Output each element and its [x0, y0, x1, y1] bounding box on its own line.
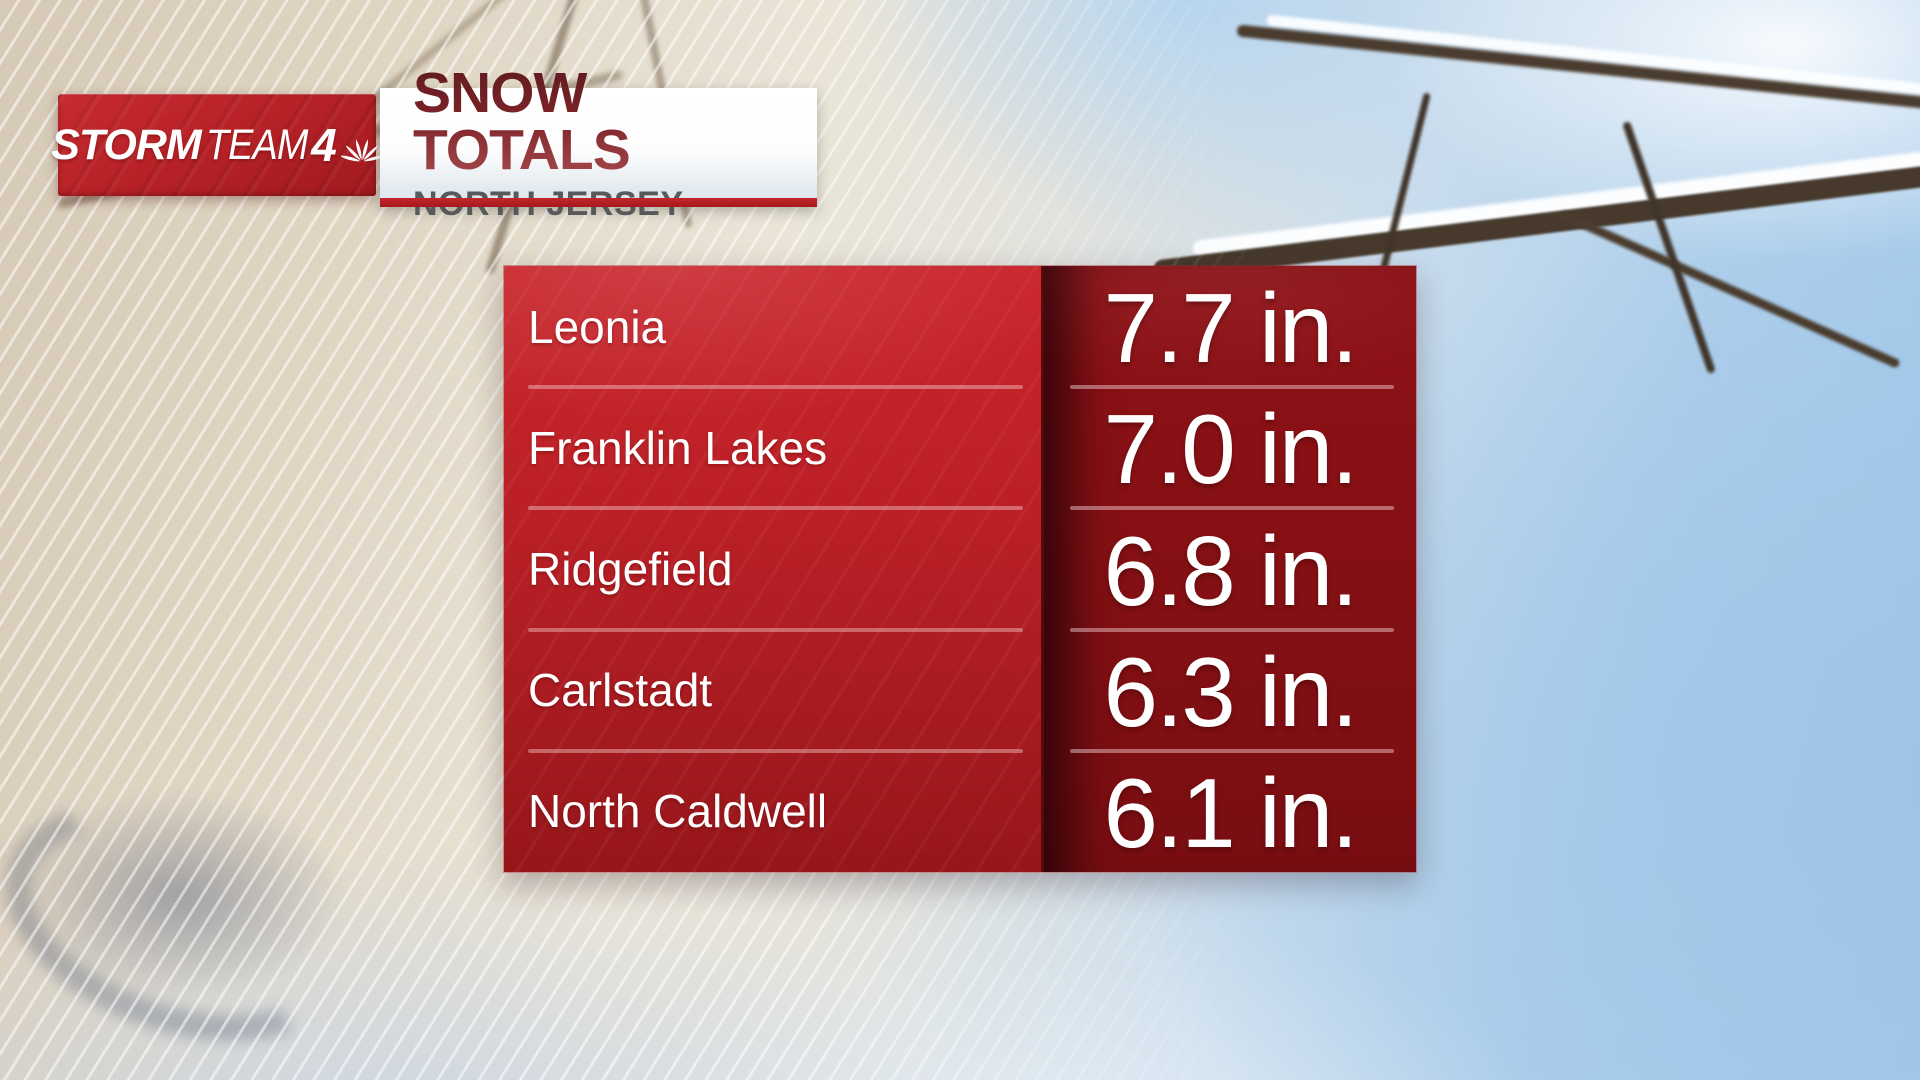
stormteam4-logo: STORM TEAM 4: [51, 94, 383, 196]
location-cell: Carlstadt: [504, 630, 1041, 754]
snowfall-value-cell: 6.8 in.: [1044, 508, 1416, 632]
snowfall-value-cell: 6.3 in.: [1044, 630, 1416, 754]
snowfall-value-cell: 7.0 in.: [1044, 387, 1416, 511]
nbc-peacock-icon: [340, 138, 383, 161]
snowfall-value-cell: 6.1 in.: [1103, 757, 1359, 868]
snow-totals-table: Leonia Franklin Lakes Ridgefield Carlsta…: [503, 265, 1417, 873]
values-column: 7.7 in. 7.0 in. 6.8 in. 6.3 in. 6.1 in.: [1041, 266, 1416, 872]
snowfall-value-cell: 7.7 in.: [1044, 266, 1416, 390]
logo-channel-number: 4: [311, 119, 337, 171]
location-cell: Ridgefield: [504, 508, 1041, 632]
location-cell: North Caldwell: [528, 785, 828, 838]
title-card: SNOW TOTALS NORTH JERSEY: [380, 65, 817, 221]
page-title: SNOW TOTALS: [413, 65, 817, 179]
location-cell: Leonia: [504, 266, 1041, 390]
stormteam4-logo-text: STORM TEAM 4: [51, 122, 383, 168]
location-cell: Franklin Lakes: [504, 387, 1041, 511]
locations-column: Leonia Franklin Lakes Ridgefield Carlsta…: [504, 266, 1041, 872]
logo-storm-label: STORM: [51, 120, 201, 169]
title-card-red-strip: [380, 198, 817, 207]
logo-team-label: TEAM: [205, 120, 308, 169]
